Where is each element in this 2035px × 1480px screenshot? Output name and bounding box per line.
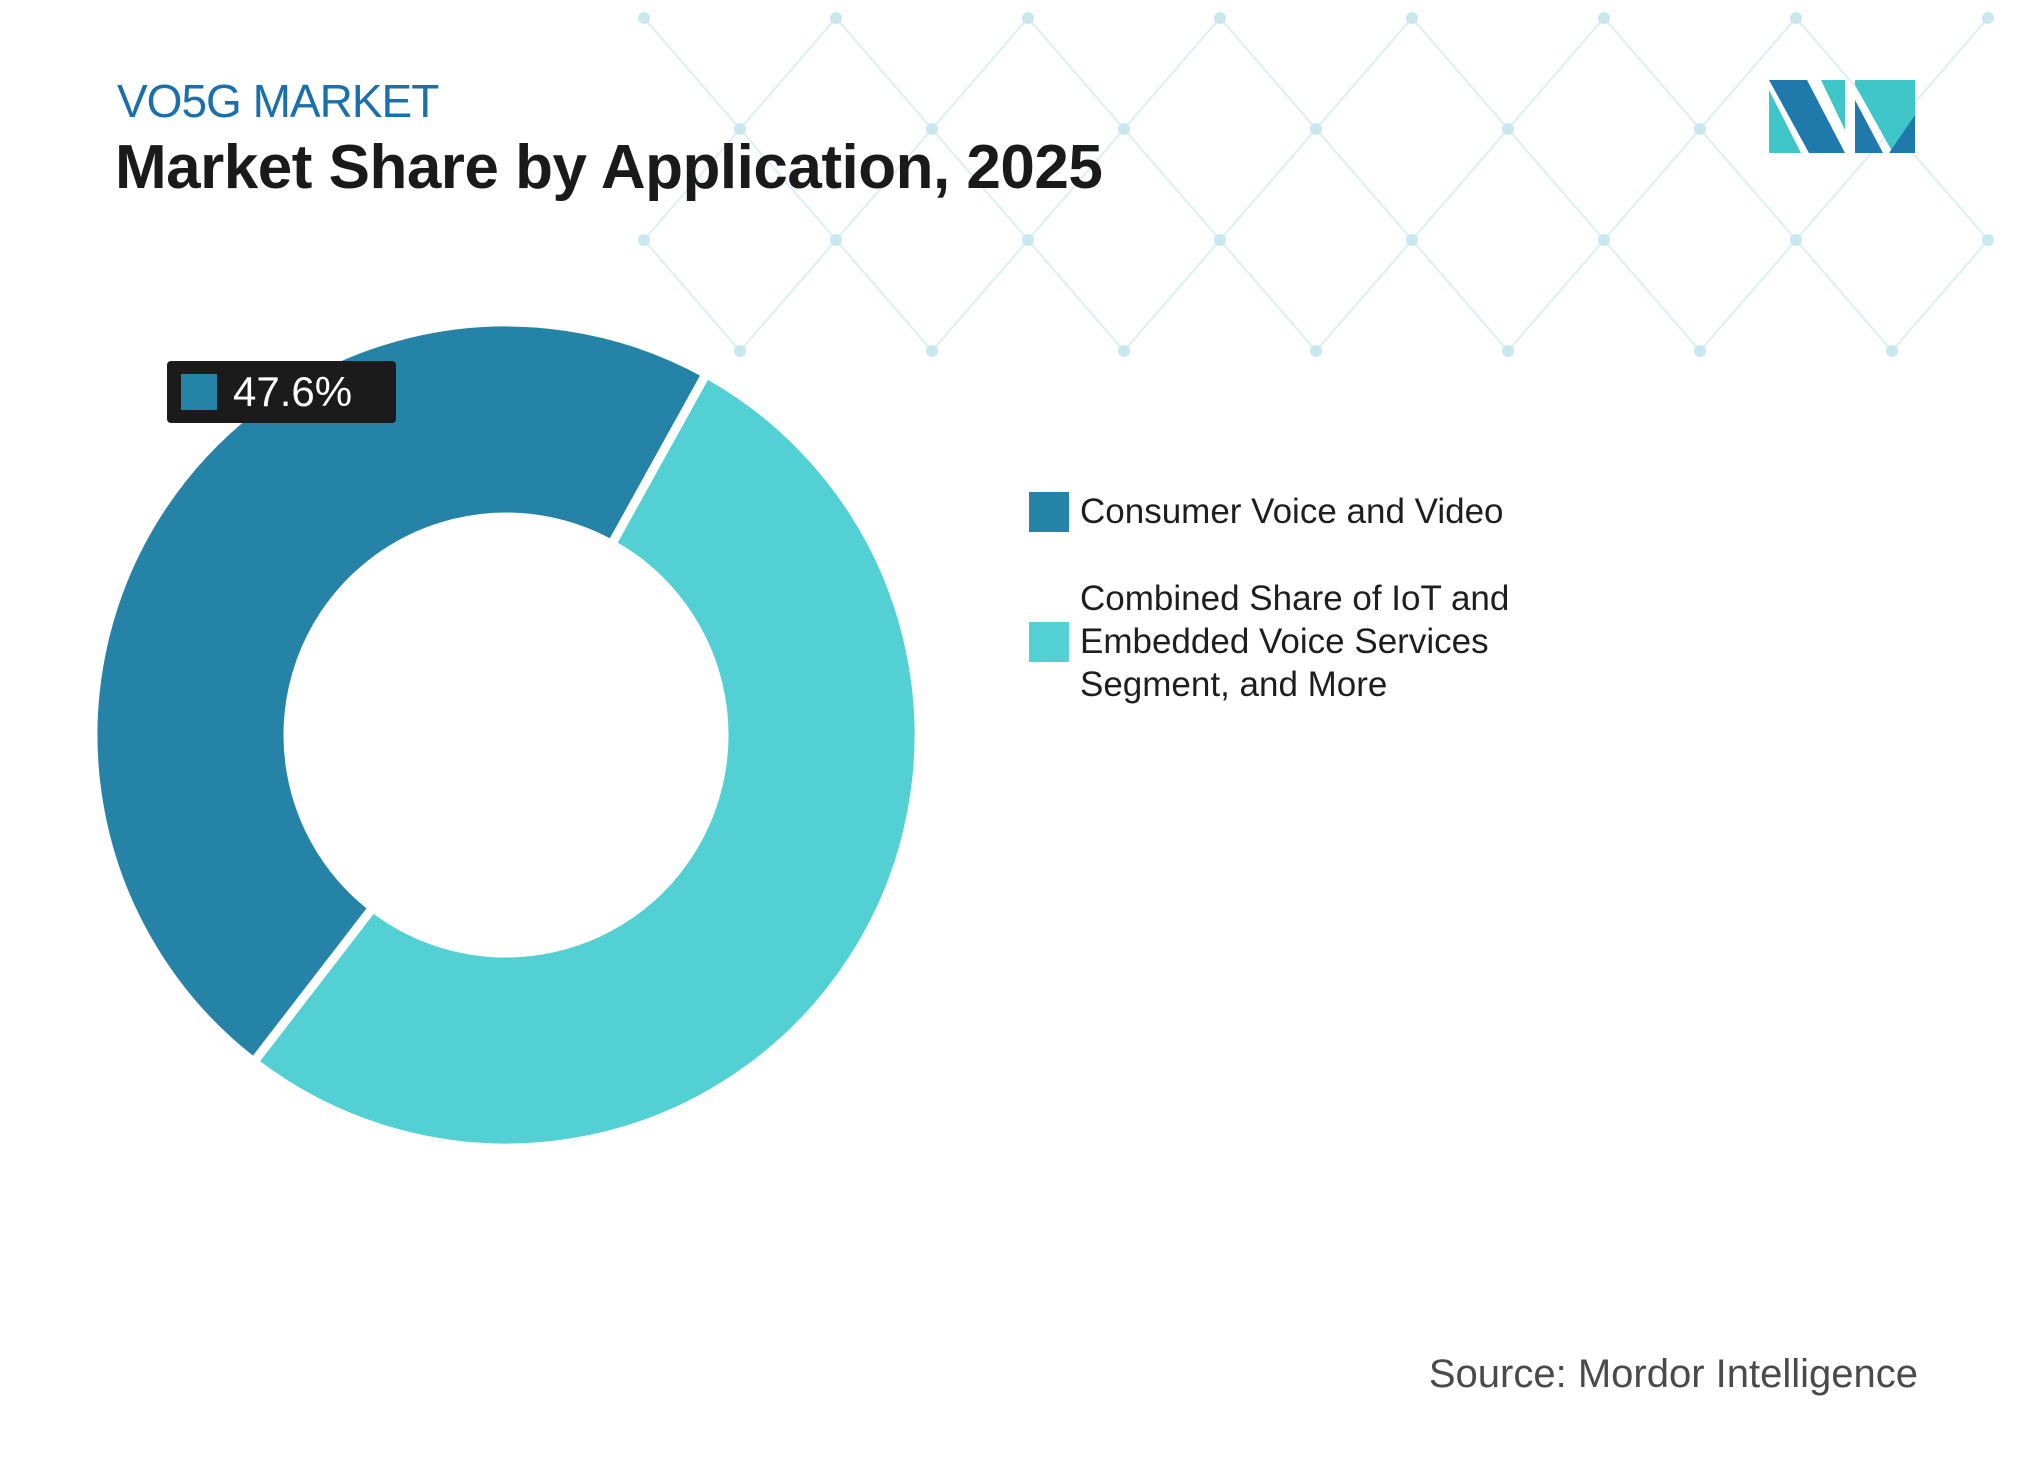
pattern-line: [1795, 239, 1893, 352]
pattern-line: [1699, 128, 1797, 241]
pattern-node: [734, 345, 746, 357]
pattern-line: [931, 128, 1029, 241]
pattern-line: [1603, 128, 1701, 241]
pattern-line: [1411, 128, 1509, 241]
pattern-line: [643, 128, 741, 241]
pattern-line: [643, 17, 741, 130]
source-note: Source: Mordor Intelligence: [1428, 1352, 1918, 1396]
pattern-line: [1123, 17, 1221, 130]
pattern-line: [1603, 239, 1701, 352]
data-label-swatch: [181, 374, 217, 410]
pattern-node: [1598, 12, 1610, 24]
pattern-node: [1118, 345, 1130, 357]
pattern-line: [1891, 239, 1989, 352]
pattern-line: [739, 239, 837, 352]
legend-label: Consumer Voice and Video: [1080, 492, 1504, 531]
pattern-line: [1123, 239, 1221, 352]
market-subtitle: VO5G MARKET: [117, 75, 439, 127]
pattern-node: [1982, 234, 1994, 246]
pattern-line: [1699, 239, 1797, 352]
pattern-node: [1790, 234, 1802, 246]
pattern-line: [931, 17, 1029, 130]
pattern-node: [1694, 123, 1706, 135]
pattern-node: [1406, 234, 1418, 246]
pattern-line: [643, 239, 741, 352]
pattern-node: [1790, 12, 1802, 24]
data-label-consumer-voice: 47.6%: [167, 361, 396, 423]
pattern-node: [1502, 345, 1514, 357]
legend-swatch: [1029, 491, 1069, 532]
pattern-line: [1699, 17, 1797, 130]
pattern-line: [1315, 17, 1413, 130]
legend-item: Combined Share of IoT and Embedded Voice…: [1029, 577, 1600, 706]
pattern-line: [1123, 128, 1221, 241]
mordor-logo: [1769, 80, 1915, 153]
pattern-line: [835, 239, 933, 352]
pattern-node: [1214, 234, 1226, 246]
pattern-node: [1118, 123, 1130, 135]
donut-chart: [88, 317, 924, 1153]
pattern-node: [638, 234, 650, 246]
pattern-line: [1315, 239, 1413, 352]
pattern-line: [835, 128, 933, 241]
pattern-line: [1219, 128, 1317, 241]
legend-label: Combined Share of IoT and Embedded Voice…: [1080, 579, 1510, 704]
pattern-line: [1507, 239, 1605, 352]
pattern-line: [739, 17, 837, 130]
pattern-line: [835, 17, 933, 130]
pattern-node: [734, 123, 746, 135]
pattern-node: [1502, 123, 1514, 135]
pattern-line: [931, 239, 1029, 352]
pattern-line: [1507, 128, 1605, 241]
pattern-node: [1022, 234, 1034, 246]
pattern-line: [1027, 128, 1125, 241]
pattern-node: [1310, 345, 1322, 357]
pattern-node: [926, 345, 938, 357]
pattern-node: [1694, 345, 1706, 357]
donut-slice-1: [88, 317, 713, 1069]
pattern-line: [1219, 17, 1317, 130]
pattern-node: [1598, 234, 1610, 246]
pattern-node: [1214, 12, 1226, 24]
legend-swatch: [1029, 621, 1069, 662]
pattern-line: [1411, 239, 1509, 352]
data-label-value: 47.6%: [233, 368, 353, 415]
pattern-node: [830, 12, 842, 24]
donut-slice-2: [247, 367, 924, 1153]
pattern-line: [1219, 239, 1317, 352]
pattern-node: [1310, 123, 1322, 135]
pattern-line: [1411, 17, 1509, 130]
pattern-line: [1027, 239, 1125, 352]
page-title: Market Share by Application, 2025: [115, 133, 1103, 202]
pattern-line: [1027, 17, 1125, 130]
pattern-node: [830, 234, 842, 246]
legend: Consumer Voice and Video Combined Share …: [1029, 490, 1600, 750]
pattern-line: [739, 128, 837, 241]
pattern-line: [1603, 17, 1701, 130]
pattern-line: [1507, 17, 1605, 130]
legend-item: Consumer Voice and Video: [1029, 490, 1600, 533]
pattern-node: [1982, 12, 1994, 24]
pattern-line: [1315, 128, 1413, 241]
pattern-node: [1022, 12, 1034, 24]
pattern-node: [638, 12, 650, 24]
pattern-node: [1406, 12, 1418, 24]
pattern-node: [1886, 345, 1898, 357]
pattern-node: [926, 123, 938, 135]
